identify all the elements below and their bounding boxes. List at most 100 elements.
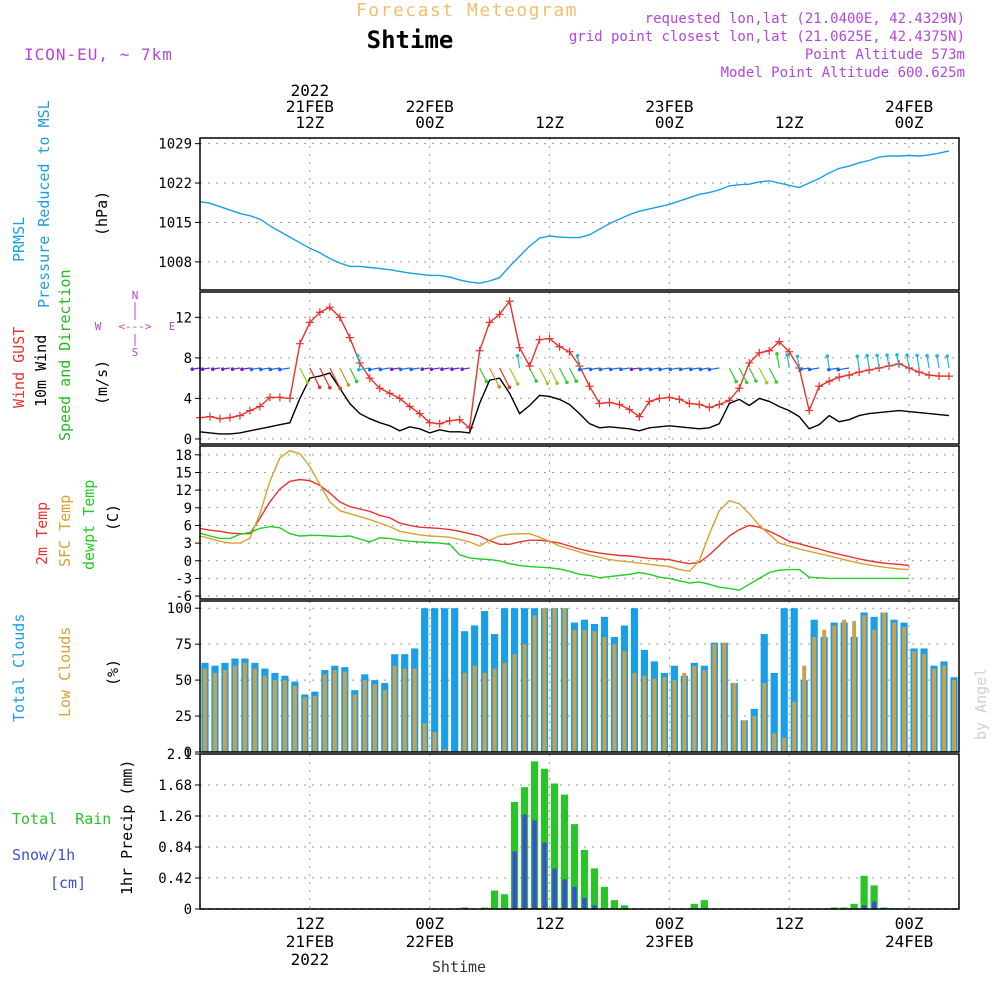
- compass-east: E: [169, 320, 176, 333]
- clouds-bar-low-28: [482, 672, 487, 752]
- wind-gust-marker-41: [605, 398, 614, 407]
- temperature-ytick-label-4: 6: [184, 518, 192, 534]
- clouds-bar-low-47: [672, 680, 677, 752]
- wind-gust-marker-23: [425, 418, 434, 427]
- wind-gust-marker-2: [215, 414, 224, 423]
- clouds-bar-low-49: [692, 665, 697, 752]
- clouds-bar-low-44: [642, 675, 647, 752]
- wind-direction-arrowhead-65: [836, 367, 841, 372]
- clouds-bar-low-40: [602, 636, 607, 752]
- clouds-bar-low-35: [552, 608, 557, 752]
- temperature-series-line-1: [199, 449, 910, 573]
- wind-gust-marker-48: [675, 395, 684, 404]
- wind-direction-arrowhead-8: [268, 367, 273, 372]
- wind-frame: [199, 291, 960, 445]
- model-label: ICON-EU, ~ 7km: [24, 45, 173, 64]
- wind-direction-arrowhead-73: [925, 353, 929, 358]
- pressure-ytick-label-1: 1015: [158, 215, 192, 231]
- clouds-bar-low-56: [762, 682, 767, 752]
- clouds-ytick-label-2: 50: [175, 673, 192, 689]
- wind-gust-marker-30: [495, 310, 504, 319]
- wind-gust-marker-37: [565, 347, 574, 356]
- precipitation-bar-total-35: [550, 783, 559, 909]
- precipitation-bar-total-66: [860, 875, 868, 909]
- top-time-label-5-0: 24FEB: [885, 97, 933, 116]
- clouds-bar-low-53: [732, 682, 737, 752]
- sfc-temp-label: SFC Temp: [56, 495, 74, 567]
- wind-gust-marker-14: [335, 313, 344, 322]
- wind-direction-arrow-56: [758, 367, 768, 383]
- pressure-ytick-label-3: 1029: [158, 137, 192, 153]
- wind-direction-arrowhead-40: [588, 367, 593, 372]
- wind-direction-arrow-71: [906, 355, 910, 369]
- clouds-bar-low-31: [512, 654, 517, 752]
- precipitation-bar-low-39: [592, 905, 597, 909]
- precipitation-bar-total-49: [690, 903, 698, 909]
- wind-direction-arrowhead-33: [534, 379, 538, 383]
- precipitation-bar-total-42: [620, 905, 629, 909]
- plot-area: 100810151022102904812-6-3036912151802550…: [158, 81, 960, 969]
- precipitation-bar-low-67: [871, 901, 877, 909]
- clouds-bar-low-71: [912, 651, 917, 752]
- wind-direction-arrowhead-32: [515, 353, 520, 358]
- bottom-time-label-0-2: 2022: [291, 950, 330, 969]
- compass-south: S: [132, 346, 139, 359]
- precipitation-bar-low-32: [522, 814, 527, 909]
- temperature-ytick-label-2: 0: [184, 554, 192, 570]
- top-time-label-0-0: 2022: [291, 81, 330, 100]
- wind-gust-marker-22: [415, 409, 424, 418]
- clouds-bar-low-12: [322, 674, 327, 752]
- wind-gust-marker-64: [835, 373, 844, 382]
- wind-direction-arrow-29: [489, 367, 500, 388]
- wind-gust-marker-9: [285, 394, 294, 403]
- wind-gust-marker-62: [815, 382, 824, 391]
- wind-direction-arrow-38: [576, 355, 581, 369]
- clouds-bar-low-4: [242, 662, 247, 752]
- precipitation-ytick-label-4: 1.68: [158, 778, 192, 794]
- wind-gust-marker-19: [385, 389, 394, 398]
- wind-direction-arrowhead-9: [278, 367, 282, 372]
- clouds-bar-total-23: [431, 608, 439, 752]
- temp2m-label: 2m Temp: [33, 502, 51, 565]
- wind-direction-arrowhead-51: [698, 367, 703, 372]
- wind-direction-arrow-17: [358, 367, 370, 371]
- wind-gust-marker-10: [295, 339, 304, 348]
- rain-label: Total Rain: [12, 810, 111, 828]
- bottom-time-label-0-0: 12Z: [295, 914, 324, 933]
- wind-direction-arrowhead-45: [638, 367, 643, 372]
- bottom-time-label-2-0: 12Z: [535, 914, 564, 933]
- wind-direction-arrowhead-52: [707, 367, 712, 372]
- author-watermark: by Angel: [972, 668, 990, 740]
- point-altitude: Point Altitude 573m: [805, 47, 965, 63]
- clouds-bar-low-14: [342, 671, 347, 752]
- wind-direction-arrowhead-74: [935, 354, 939, 358]
- temperature-ytick-label-3: 3: [184, 536, 192, 552]
- clouds-bar-low-54: [742, 720, 747, 752]
- precipitation-bar-total-29: [491, 890, 499, 909]
- temperature-ytick-label-5: 9: [184, 501, 192, 517]
- wind-gust-marker-17: [365, 374, 374, 383]
- compass-arrows: <--->: [118, 320, 151, 333]
- clouds-bar-low-59: [792, 701, 797, 752]
- clouds-bar-low-0: [202, 668, 207, 752]
- wind-gust-marker-11: [305, 318, 314, 327]
- wind-direction-arrow-11: [309, 367, 321, 388]
- precip-unit: 1hr Precip (mm): [118, 760, 136, 895]
- wind-direction-arrowhead-34: [545, 381, 550, 386]
- wind-gust-marker-29: [485, 318, 494, 327]
- clouds-bar-low-24: [442, 749, 447, 752]
- clouds-bar-low-9: [292, 685, 297, 752]
- bottom-time-label-3-1: 23FEB: [645, 932, 693, 951]
- wind-gust-marker-52: [715, 400, 724, 409]
- wind-direction-arrowhead-67: [865, 353, 869, 358]
- wind-direction-arrowhead-47: [658, 367, 662, 372]
- wind-direction-arrow-30: [499, 367, 510, 388]
- clouds-bar-low-26: [462, 672, 467, 752]
- precipitation-bar-total-34: [540, 768, 549, 909]
- grid-point-coords: grid point closest lon,lat (21.0625E, 42…: [569, 29, 965, 45]
- wind-gust-marker-56: [755, 348, 764, 357]
- temperature-ytick-label-0: -6: [175, 589, 192, 605]
- clouds-bar-low-43: [632, 672, 637, 752]
- clouds-bar-low-74: [942, 665, 947, 752]
- product-title: Forecast Meteogram: [356, 0, 578, 21]
